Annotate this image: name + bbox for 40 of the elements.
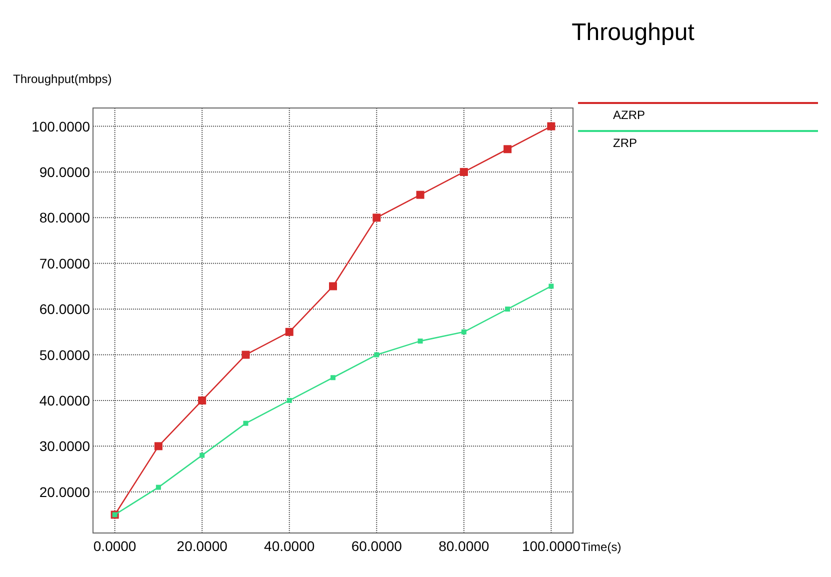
text: ZRP xyxy=(613,136,637,150)
point xyxy=(418,338,423,344)
text: AZRP xyxy=(613,108,646,122)
y-tick-label: 20.0000 xyxy=(39,484,90,500)
point xyxy=(242,350,250,359)
y-axis-title: Throughput(mbps) xyxy=(13,72,112,86)
point xyxy=(329,282,337,290)
point xyxy=(156,484,161,490)
y-tick-label: 90.0000 xyxy=(39,164,90,180)
point xyxy=(330,375,336,380)
x-tick-label: 80.0000 xyxy=(438,538,490,554)
y-tick-label: 30.0000 xyxy=(39,438,90,454)
x-tick-label: 60.0000 xyxy=(351,538,402,554)
y-tick-label: 50.0000 xyxy=(39,346,90,363)
y-tick-label: 40.0000 xyxy=(39,392,90,408)
x-tick-label: 0.0000 xyxy=(93,538,136,554)
point xyxy=(198,396,206,404)
point xyxy=(285,328,294,336)
point xyxy=(154,442,162,450)
point xyxy=(548,284,554,289)
y-tick-label: 60.0000 xyxy=(39,301,90,318)
point xyxy=(505,306,510,312)
point xyxy=(416,190,424,199)
y-tick-label: 80.0000 xyxy=(39,210,90,226)
text: Throughput xyxy=(572,19,695,46)
x-axis-title: Time(s) xyxy=(581,540,622,554)
point xyxy=(461,329,466,334)
y-tick-label: 70.0000 xyxy=(39,255,90,272)
point xyxy=(504,145,512,154)
x-tick-label: 20.0000 xyxy=(176,538,228,554)
point xyxy=(200,452,205,458)
point xyxy=(460,168,468,176)
point xyxy=(243,420,248,426)
point xyxy=(372,214,381,222)
point xyxy=(286,398,292,403)
x-tick-label: 100.0000 xyxy=(522,538,581,554)
point xyxy=(547,122,556,130)
y-tick-label: 100.0000 xyxy=(32,118,90,134)
point xyxy=(374,352,380,358)
x-tick-label: 40.0000 xyxy=(264,538,315,554)
